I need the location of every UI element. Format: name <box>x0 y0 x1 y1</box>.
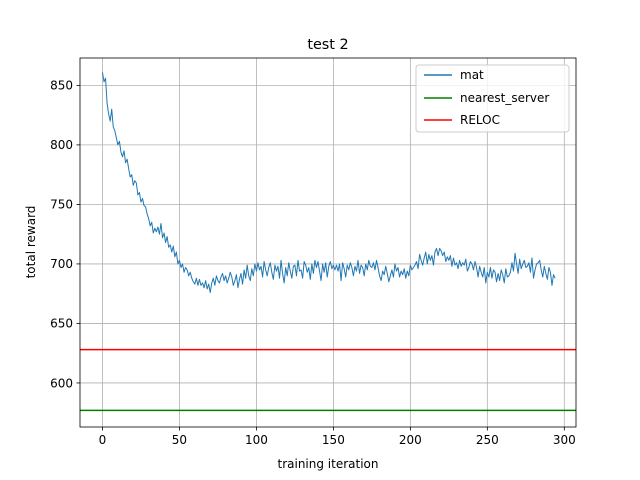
series-line-mat <box>101 72 556 293</box>
y-tick-label: 700 <box>50 257 73 271</box>
y-axis-label: total reward <box>24 206 38 279</box>
legend-label-reloc: RELOC <box>460 113 500 127</box>
x-tick-label: 250 <box>476 433 499 447</box>
legend-label-nearest-server: nearest_server <box>460 91 549 105</box>
y-tick-label: 750 <box>50 198 73 212</box>
x-axis-label: training iteration <box>278 457 379 471</box>
y-tick-label: 600 <box>50 376 73 390</box>
legend-box <box>415 64 570 133</box>
chart-title: test 2 <box>307 37 348 53</box>
grid-lines <box>80 58 576 427</box>
axis-ticks: 0 50 100 150 200 250 300 600 650 700 750 800 850 <box>50 79 576 447</box>
y-tick-label: 650 <box>50 317 73 331</box>
legend: mat nearest_server RELOC <box>415 64 570 133</box>
x-tick-label: 100 <box>245 433 268 447</box>
y-tick-label: 800 <box>50 138 73 152</box>
x-tick-label: 300 <box>553 433 576 447</box>
x-tick-label: 150 <box>322 433 345 447</box>
x-tick-label: 200 <box>399 433 422 447</box>
x-tick-label: 0 <box>99 433 107 447</box>
plot-frame <box>79 57 577 428</box>
legend-label-mat: mat <box>460 68 484 82</box>
series-layer <box>80 72 576 412</box>
x-tick-label: 50 <box>172 433 187 447</box>
y-tick-label: 850 <box>50 79 73 93</box>
